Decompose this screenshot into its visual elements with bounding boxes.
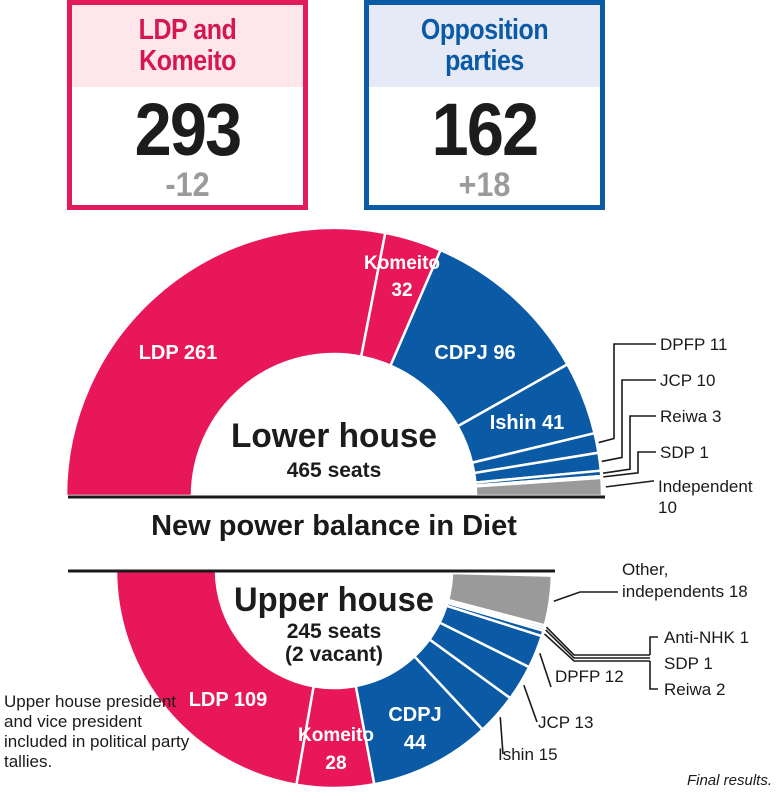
upper-label-komeito-value: 28 xyxy=(325,753,346,774)
upper-leader-other xyxy=(553,591,618,602)
ruling-header-bg xyxy=(72,5,303,87)
opposition-seat-count: 162 xyxy=(431,88,540,171)
ruling-seat-change: -12 xyxy=(165,166,210,204)
final-results-note: Final results. xyxy=(686,772,772,789)
upper-label-cdpj-value: 44 xyxy=(404,732,427,754)
upper-leader-dpfp xyxy=(539,653,552,688)
upper-label-sdp: SDP 1 xyxy=(664,654,713,673)
upper-leader-ishin xyxy=(499,717,504,755)
upper-label-jcp: JCP 13 xyxy=(538,713,593,732)
lower-label-jcp: JCP 10 xyxy=(660,371,715,390)
lower-label-ishin: Ishin 41 xyxy=(490,412,564,434)
opposition-label: Opposition parties xyxy=(385,5,584,87)
upper-label-other-line1: Other, xyxy=(622,560,668,579)
lower-label-independent-value: 10 xyxy=(658,498,677,517)
lower-leader-reiwa xyxy=(602,415,656,475)
ruling-coalition-box: LDP and Komeito 293 -12 xyxy=(67,0,308,210)
lower-leader-sdp xyxy=(603,451,656,478)
upper-label-ishin: Ishin 15 xyxy=(498,745,558,764)
opposition-label-line2: parties xyxy=(445,45,524,77)
lower-leader-independent xyxy=(605,480,655,488)
ruling-label-line2: Komeito xyxy=(139,45,236,77)
ruling-label: LDP and Komeito xyxy=(88,5,287,87)
opposition-box: Opposition parties 162 +18 xyxy=(364,0,605,210)
lower-slice-ldp xyxy=(64,226,387,498)
upper-leader-reiwa-base xyxy=(543,633,650,662)
upper-leader-anti-nhk-base xyxy=(545,626,650,656)
upper-label-other-line2: independents 18 xyxy=(622,582,748,601)
lower-house-title: Lower house xyxy=(231,417,437,455)
lower-label-komeito-name: Komeito xyxy=(364,253,440,274)
lower-leader-dpfp xyxy=(598,343,656,444)
lower-label-ldp: LDP 261 xyxy=(139,342,218,364)
upper-label-anti-nhk: Anti-NHK 1 xyxy=(664,628,749,647)
ruling-seat-count: 293 xyxy=(134,88,243,171)
upper-leader-sdp xyxy=(545,629,650,659)
upper-house-title: Upper house xyxy=(234,581,434,619)
upper-leader-jcp xyxy=(523,684,538,723)
lower-label-komeito-value: 32 xyxy=(391,280,412,301)
upper-house-seats: 245 seats xyxy=(287,620,382,643)
lower-label-independent-name: Independent xyxy=(658,477,753,496)
lower-label-dpfp: DPFP 11 xyxy=(660,335,727,354)
chart-title: New power balance in Diet xyxy=(151,510,517,542)
lower-label-cdpj: CDPJ 96 xyxy=(434,342,515,364)
lower-house-seats: 465 seats xyxy=(287,459,382,482)
upper-slice-ldp xyxy=(114,568,316,787)
upper-label-komeito-name: Komeito xyxy=(298,725,374,746)
upper-label-reiwa: Reiwa 2 xyxy=(664,680,725,699)
footnote: Upper house president and vice president… xyxy=(4,692,190,771)
upper-label-ldp: LDP 109 xyxy=(189,689,268,711)
lower-label-sdp: SDP 1 xyxy=(660,443,709,462)
opposition-header-bg xyxy=(369,5,600,87)
ruling-label-line1: LDP and xyxy=(138,14,237,46)
lower-label-reiwa: Reiwa 3 xyxy=(660,407,721,426)
upper-label-dpfp: DPFP 12 xyxy=(555,667,624,686)
upper-slice-other xyxy=(446,571,554,627)
opposition-seat-change: +18 xyxy=(458,166,511,204)
upper-leader-reiwa xyxy=(649,661,658,690)
upper-house-vacant: (2 vacant) xyxy=(285,643,383,666)
opposition-label-line1: Opposition xyxy=(420,14,549,46)
upper-label-cdpj-name: CDPJ xyxy=(388,704,441,726)
lower-leader-jcp xyxy=(601,379,656,463)
upper-leader-anti-nhk xyxy=(649,636,658,655)
